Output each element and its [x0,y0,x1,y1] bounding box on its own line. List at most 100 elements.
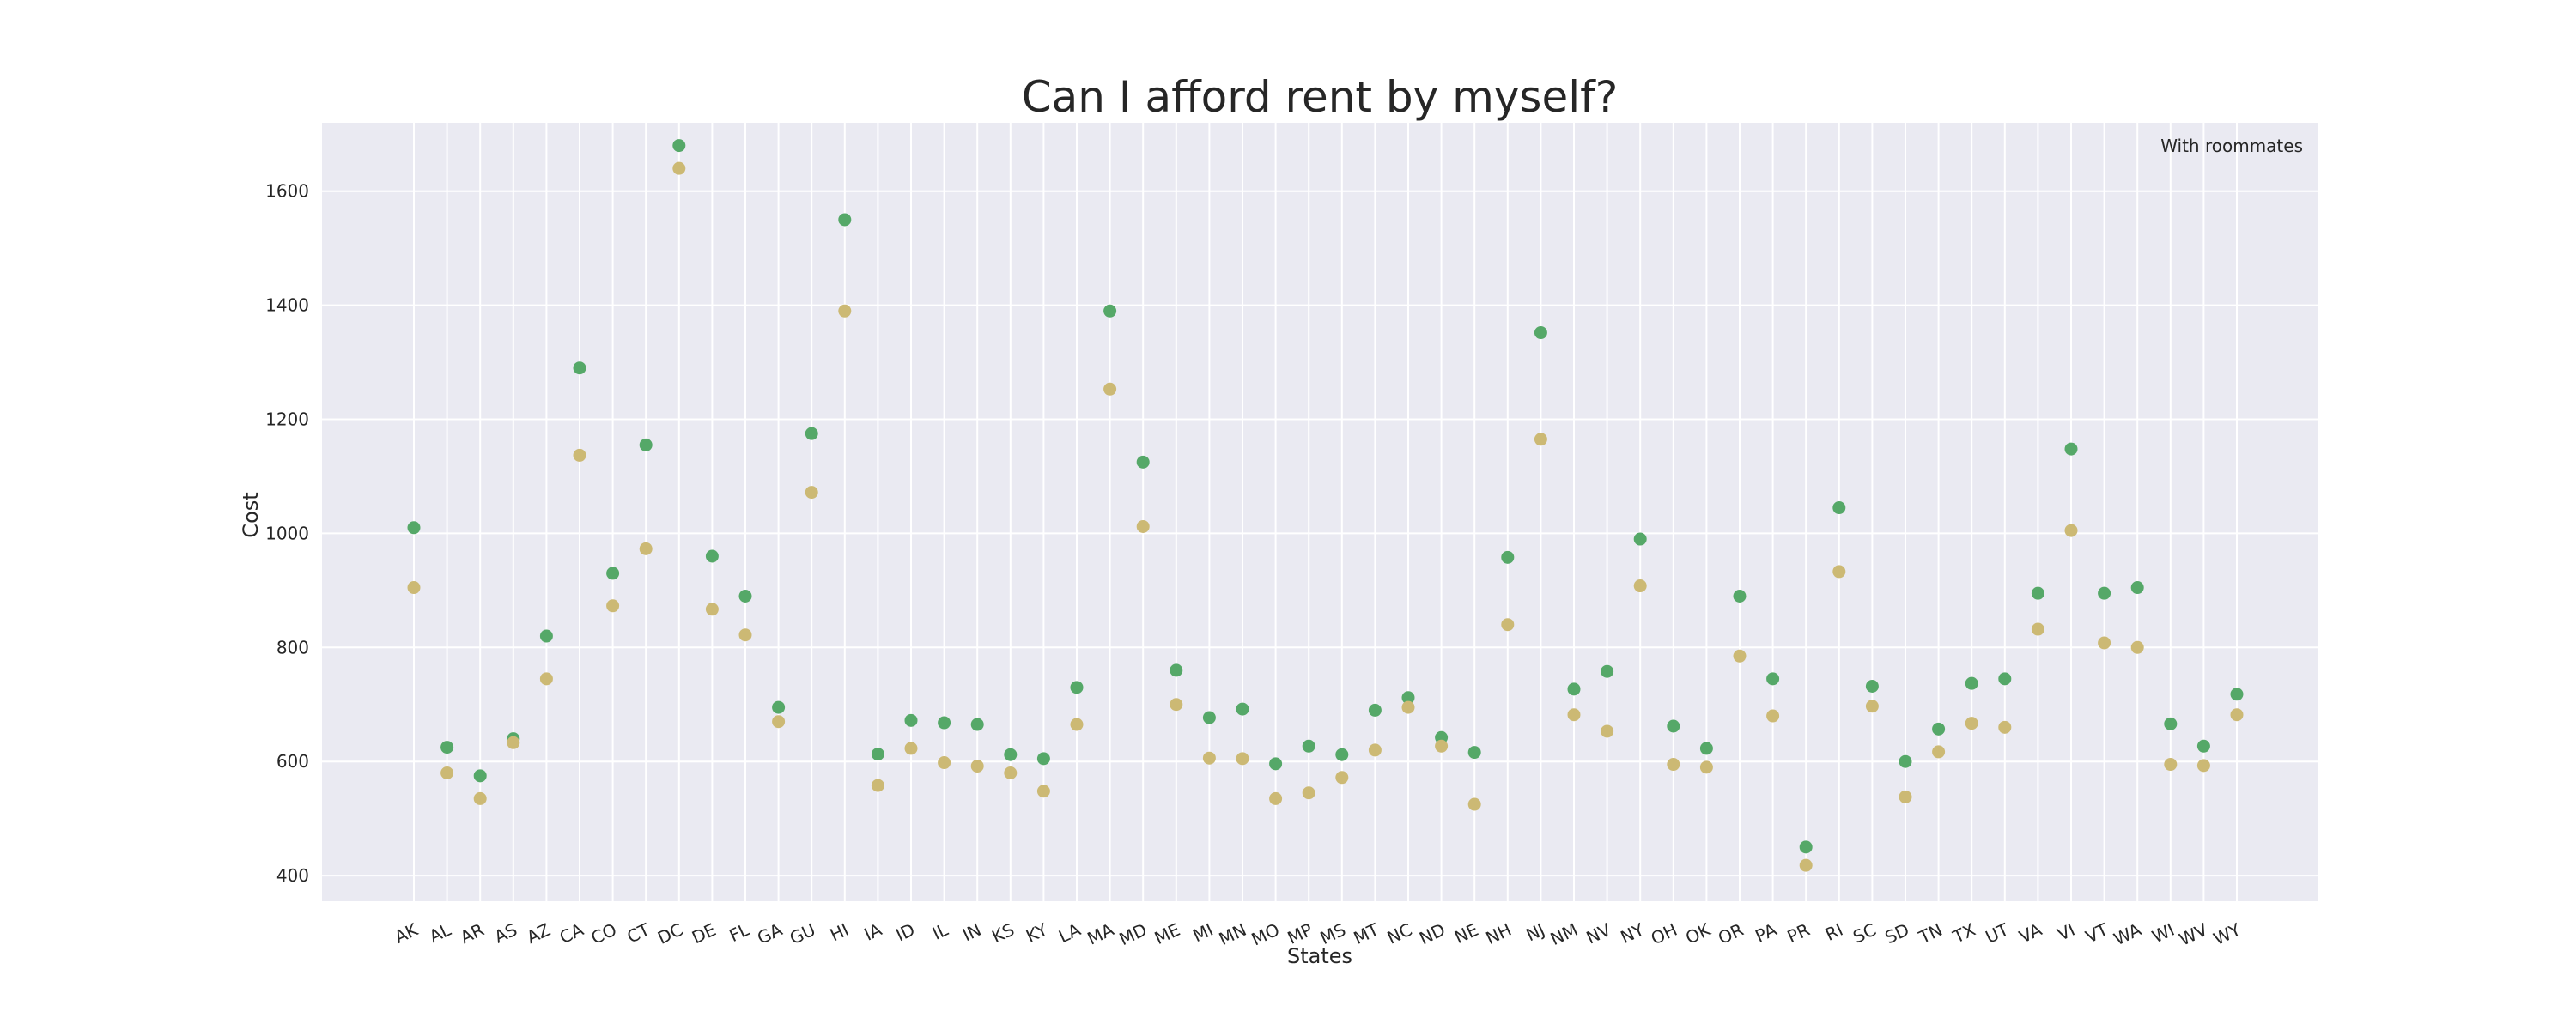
data-point [672,139,686,153]
x-tick-label: PR [1784,919,1814,948]
x-tick-label: NY [1618,918,1648,948]
x-tick-label: LA [1055,919,1084,948]
data-point [1136,519,1150,533]
x-tick-label: MA [1084,919,1117,949]
data-point [1699,760,1713,774]
data-point [772,715,786,729]
data-point [904,713,918,727]
x-tick-label: VI [2054,919,2078,945]
x-tick-label: OR [1715,919,1747,948]
y-tick-label: 600 [276,751,309,772]
x-tick-label: NC [1384,919,1415,948]
x-tick-label: WA [2111,919,2145,950]
x-tick-label: NE [1451,919,1481,948]
data-point [1004,766,1018,779]
data-point [1302,786,1315,800]
data-point [1401,691,1415,705]
data-point [407,521,421,535]
data-point [539,629,553,643]
data-point [1601,664,1614,678]
y-tick-label: 800 [276,637,309,657]
data-point [2064,442,2078,456]
data-point [1633,579,1647,593]
data-point [1667,758,1680,772]
data-point [1202,751,1216,765]
x-tick-label: MD [1116,919,1151,950]
data-point [1766,709,1780,723]
data-point [705,549,719,563]
data-point [440,766,454,779]
y-tick-label: 1200 [265,409,309,430]
data-point [672,161,686,175]
data-point [1965,676,1978,690]
data-point [1170,698,1183,712]
data-point [1467,746,1481,760]
data-point [473,769,487,783]
data-point [1435,739,1449,753]
x-tick-label: AZ [524,919,554,948]
x-tick-label: NH [1483,919,1515,948]
data-point [2164,717,2178,730]
data-point [573,448,586,462]
data-point [1269,757,1283,771]
x-tick-label: DC [654,919,686,948]
x-tick-label: WI [2148,919,2177,948]
x-tick-label: OH [1648,919,1680,949]
x-tick-label: PA [1752,919,1780,947]
data-point [1368,703,1382,717]
data-point [1103,382,1117,396]
data-point [738,628,752,642]
data-point [2230,688,2244,701]
data-point [1269,791,1283,805]
data-point [1401,700,1415,714]
data-point [1667,719,1680,733]
data-point [938,716,951,730]
data-point [2164,758,2178,772]
x-tick-label: GA [754,919,786,948]
x-tick-label: VA [2016,919,2045,948]
data-point [1633,532,1647,546]
data-point [1932,745,1946,759]
y-tick-label: 1600 [265,181,309,202]
data-point [1302,739,1315,753]
x-tick-label: DE [689,919,720,948]
data-point [1335,771,1349,785]
y-axis-label: Cost [239,492,263,537]
data-point [1202,711,1216,724]
x-tick-label: CT [623,918,653,947]
data-point [871,779,884,792]
data-point [1601,724,1614,738]
data-point [838,213,852,227]
data-point [705,603,719,616]
data-point [1236,752,1249,766]
y-tick-label: 1400 [265,295,309,316]
data-point [1036,785,1050,798]
data-point [1766,672,1780,686]
data-point [1036,752,1050,766]
data-point [1534,326,1547,340]
x-tick-label: SD [1881,919,1912,948]
x-tick-label: IL [929,918,951,943]
y-axis-tick-labels: 400 600 800 1000 1200 1400 1600 [265,181,309,886]
data-point [772,700,786,714]
data-point [970,718,984,731]
data-point [1998,720,2012,734]
vertical-gridlines [413,123,2238,901]
x-tick-label: MT [1351,918,1383,948]
data-point [606,599,620,613]
x-tick-label: KY [1023,918,1051,946]
data-point [440,741,454,754]
data-point [1932,722,1946,736]
x-tick-label: ME [1151,919,1183,948]
data-point [2230,708,2244,722]
data-point [1567,708,1581,722]
x-tick-label: ND [1416,919,1449,949]
data-point [1832,565,1846,579]
x-tick-label: MI [1189,919,1216,947]
y-tick-label: 400 [276,865,309,886]
data-point [1899,754,1912,768]
x-tick-label: CA [556,919,586,948]
data-point [473,791,487,805]
horizontal-gridlines [322,190,2318,877]
